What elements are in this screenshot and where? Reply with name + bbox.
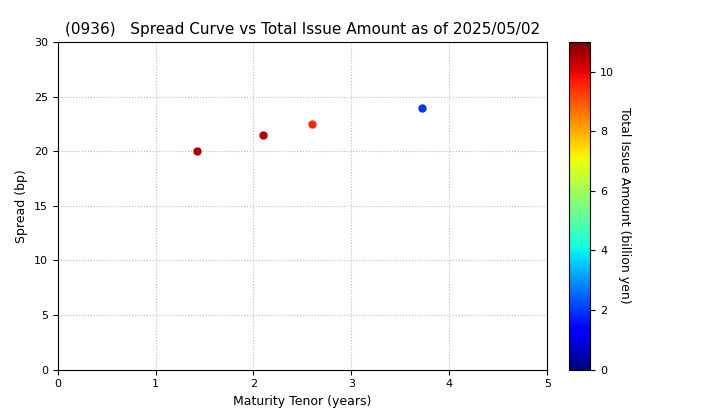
X-axis label: Maturity Tenor (years): Maturity Tenor (years) [233,395,372,408]
Point [307,121,318,127]
Y-axis label: Total Issue Amount (billion yen): Total Issue Amount (billion yen) [618,108,631,304]
Point [191,148,202,155]
Point [416,104,428,111]
Y-axis label: Spread (bp): Spread (bp) [15,169,28,243]
Point [258,131,269,138]
Title: (0936)   Spread Curve vs Total Issue Amount as of 2025/05/02: (0936) Spread Curve vs Total Issue Amoun… [65,22,540,37]
